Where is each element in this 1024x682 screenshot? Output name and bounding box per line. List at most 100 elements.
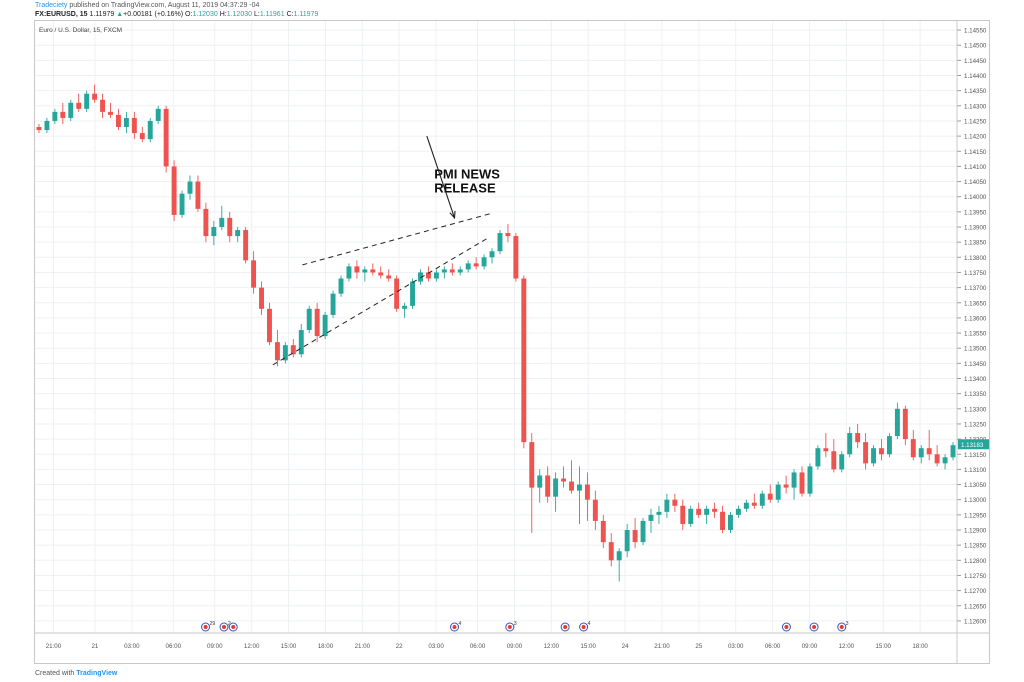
candle-body: [402, 305, 408, 309]
y-tick-label: 1.14300: [964, 103, 987, 110]
x-tick-label: 03:00: [124, 643, 140, 650]
y-tick-label: 1.14000: [964, 194, 987, 201]
candle-body: [147, 120, 153, 140]
candle-body: [163, 108, 169, 167]
x-tick-label: 09:00: [507, 643, 523, 650]
trendline: [272, 237, 489, 366]
y-tick-label: 1.12650: [964, 603, 987, 610]
annotation-text: PMI NEWS: [434, 167, 500, 182]
event-flag-dot: [839, 625, 844, 629]
event-flag-dot: [203, 625, 208, 629]
y-tick-label: 1.14250: [964, 118, 987, 125]
annotation-text: RELEASE: [434, 181, 496, 196]
candle-body: [505, 233, 511, 237]
candle-body: [863, 442, 869, 464]
candle-body: [632, 530, 638, 543]
x-tick-label: 09:00: [802, 643, 818, 650]
candle-body: [648, 514, 654, 521]
candle-body: [831, 451, 837, 470]
candle-body: [759, 493, 765, 506]
candle-body: [680, 505, 686, 524]
candle-body: [44, 120, 50, 131]
chart-frame[interactable]: 1.14550 1.14500 1.14450 1.14400 1.14350 1.143…: [34, 20, 990, 664]
candle-body: [743, 502, 749, 509]
candle-body: [561, 478, 567, 482]
candle-body: [672, 499, 678, 506]
x-tick-label: 15:00: [875, 643, 891, 650]
symbol-bar: FX:EURUSD, 15 1.11979 ▲+0.00181 (+0.16%)…: [35, 11, 318, 18]
candle-body: [425, 272, 431, 279]
y-tick-label: 1.14400: [964, 73, 987, 80]
x-tick-label: 21:00: [654, 643, 670, 650]
x-tick-label: 18:00: [912, 643, 928, 650]
y-tick-label: 1.12800: [964, 558, 987, 565]
price-change: +0.00181 (+0.16%): [123, 11, 184, 18]
event-flag-dot: [452, 625, 457, 629]
candle-body: [640, 520, 646, 543]
candle-body: [394, 278, 400, 309]
y-tick-label: 1.13400: [964, 376, 987, 383]
candle-body: [584, 484, 590, 500]
candle-body: [656, 511, 662, 515]
candle-body: [418, 272, 423, 282]
current-price-label: 1.13183: [961, 442, 984, 449]
y-tick-label: 1.13900: [964, 225, 987, 232]
x-tick-label: 03:00: [728, 643, 744, 650]
x-tick-label: 06:00: [166, 643, 182, 650]
x-tick-label: 12:00: [839, 643, 855, 650]
symbol-label: FX:EURUSD, 15: [35, 11, 88, 18]
candle-body: [751, 502, 757, 506]
candle-body: [449, 269, 455, 273]
x-tick-label: 21: [91, 643, 98, 650]
publisher-name[interactable]: Tradeciety: [35, 2, 68, 9]
candle-body: [92, 93, 98, 100]
event-flag-dot: [812, 625, 817, 629]
candle-body: [624, 530, 630, 552]
event-flag-dot: [563, 625, 568, 629]
candle-body: [735, 508, 741, 515]
event-flag-dot: [231, 625, 236, 629]
y-tick-label: 1.12900: [964, 528, 987, 535]
candle-body: [155, 108, 161, 121]
candle-body: [84, 93, 90, 109]
y-tick-label: 1.12600: [964, 618, 987, 625]
candle-body: [799, 472, 805, 494]
candle-body: [481, 257, 487, 267]
y-tick-label: 1.13950: [964, 209, 987, 216]
candle-body: [354, 266, 360, 273]
candle-body: [68, 102, 74, 118]
ohlc-low-label: L:: [253, 11, 260, 18]
last-price: 1.11979: [89, 11, 115, 18]
candle-body: [886, 436, 892, 455]
candle-body: [910, 439, 916, 458]
event-flag-dot: [581, 625, 586, 629]
candle-body: [720, 511, 725, 531]
candle-body: [433, 272, 439, 279]
candle-body: [115, 114, 121, 128]
chart-title: Euro / U.S. Dollar, 15, FXCM: [39, 27, 122, 34]
candle-body: [243, 230, 249, 261]
x-tick-label: 06:00: [765, 643, 781, 650]
candle-body: [227, 217, 233, 237]
candle-body: [942, 457, 948, 464]
candle-body: [767, 493, 773, 500]
tradingview-logo[interactable]: TradingView: [76, 670, 118, 677]
candle-body: [576, 484, 582, 491]
y-tick-label: 1.12750: [964, 573, 987, 580]
y-tick-label: 1.14050: [964, 179, 987, 186]
candle-body: [298, 330, 304, 355]
event-flag-dot: [222, 625, 227, 629]
y-tick-label: 1.14550: [964, 28, 987, 35]
event-count: 3: [846, 621, 849, 627]
candle-body: [704, 508, 710, 515]
ohlc-close: 1.11979: [293, 11, 319, 18]
candle-body: [251, 260, 257, 288]
candle-body: [473, 263, 479, 267]
candle-body: [569, 481, 574, 491]
candle-body: [529, 442, 535, 488]
candlestick-chart[interactable]: 1.14550 1.14500 1.14450 1.14400 1.14350 1.143…: [35, 21, 989, 663]
candle-body: [36, 127, 42, 131]
candle-body: [187, 181, 193, 194]
candle-body: [274, 342, 280, 361]
event-flag-dot: [784, 625, 789, 629]
